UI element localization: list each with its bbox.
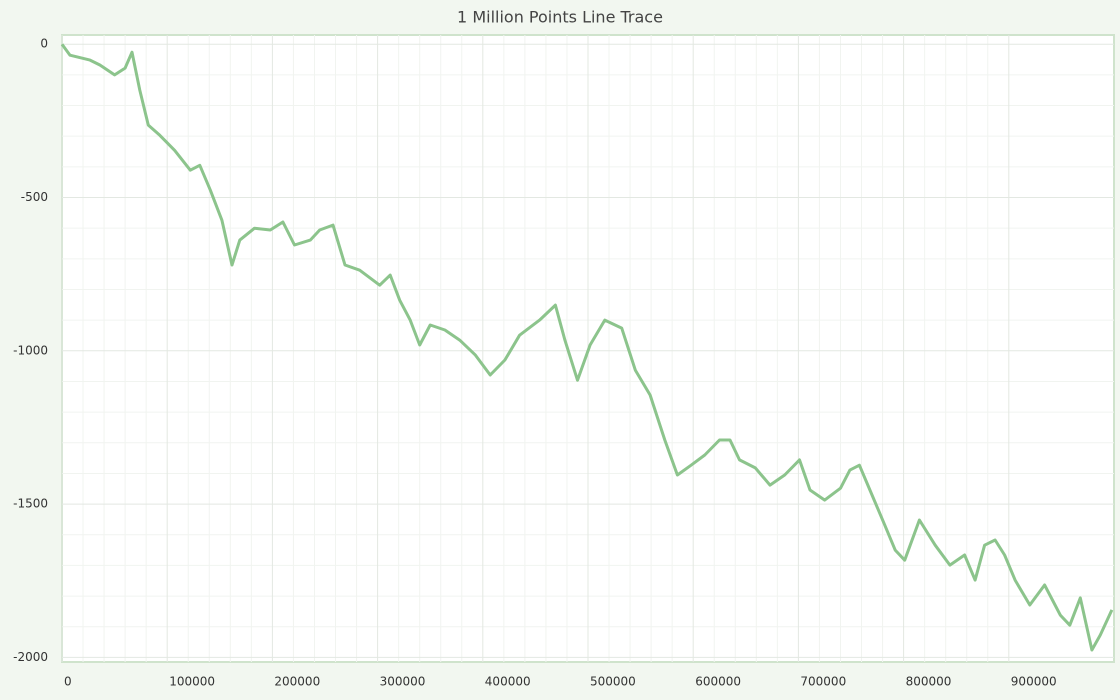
y-tick-label: -1500 — [13, 497, 48, 511]
y-tick-label: -500 — [21, 190, 48, 204]
x-tick-label: 300000 — [380, 675, 426, 689]
x-tick-label: 100000 — [169, 675, 215, 689]
x-tick-label: 0 — [64, 675, 72, 689]
line-trace — [60, 43, 1114, 652]
y-tick-label: 0 — [40, 37, 48, 51]
x-tick-label: 500000 — [590, 675, 636, 689]
x-tick-label: 600000 — [695, 675, 741, 689]
x-tick-label: 400000 — [485, 675, 531, 689]
x-tick-label: 900000 — [1011, 675, 1057, 689]
y-tick-label: -1000 — [13, 343, 48, 357]
y-tick-label: -2000 — [13, 650, 48, 664]
x-tick-label: 700000 — [800, 675, 846, 689]
chart-title: 1 Million Points Line Trace — [457, 8, 663, 27]
x-tick-label: 800000 — [906, 675, 952, 689]
x-tick-label: 200000 — [274, 675, 320, 689]
